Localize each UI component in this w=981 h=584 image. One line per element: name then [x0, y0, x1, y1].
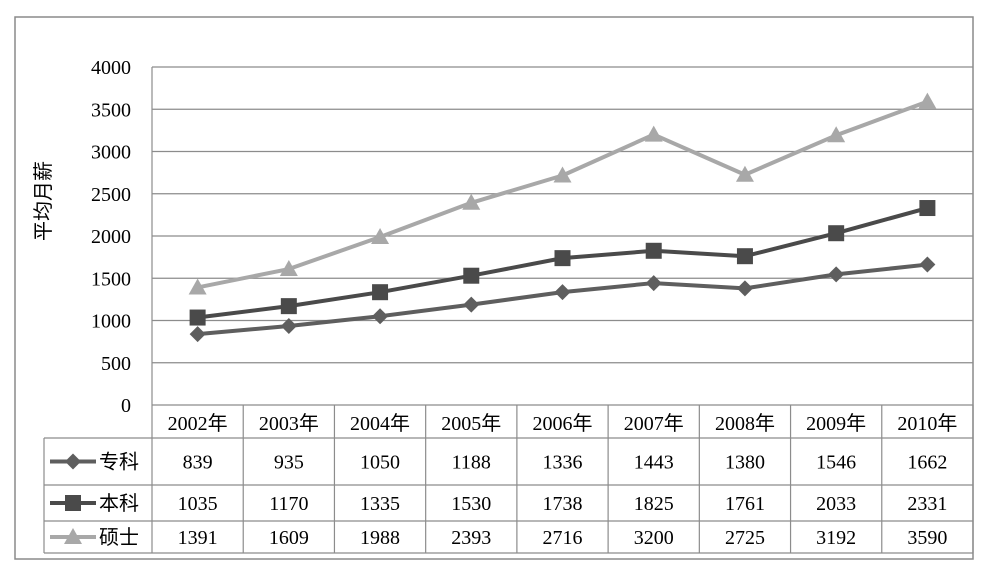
table-cell: 1188 [452, 452, 491, 474]
table-cell: 3192 [816, 527, 856, 549]
data-point [919, 256, 936, 273]
y-axis-label: 平均月薪 [32, 161, 55, 241]
y-tick-label: 500 [101, 353, 131, 375]
y-tick-label: 4000 [91, 57, 131, 79]
legend-label: 本科 [99, 492, 139, 515]
x-tick-label: 2010年 [897, 412, 957, 435]
data-point [554, 284, 571, 301]
table-cell: 2725 [725, 527, 765, 549]
data-point [554, 250, 571, 267]
y-tick-label: 3500 [91, 99, 131, 121]
y-tick-label: 1000 [91, 311, 131, 333]
y-tick-label: 1500 [91, 268, 131, 290]
table-cell: 1443 [634, 452, 674, 474]
y-tick-label: 3000 [91, 142, 131, 164]
table-cell: 1380 [725, 452, 765, 474]
data-point [372, 308, 389, 325]
x-tick-label: 2009年 [806, 412, 866, 435]
y-tick-label: 0 [121, 395, 131, 417]
x-tick-label: 2007年 [624, 412, 684, 435]
data-point [828, 225, 845, 242]
table-cell: 1761 [725, 493, 765, 515]
table-cell: 1738 [543, 493, 583, 515]
data-point [645, 242, 662, 259]
table-cell: 839 [183, 452, 213, 474]
x-tick-label: 2004年 [350, 412, 410, 435]
data-point [827, 126, 846, 143]
y-tick-label: 2000 [91, 226, 131, 248]
table-cell: 1336 [543, 452, 583, 474]
x-tick-label: 2005年 [441, 412, 501, 435]
y-tick-label: 2500 [91, 184, 131, 206]
table-cell: 1391 [178, 527, 218, 549]
data-point [918, 92, 937, 109]
data-table: 2002年 2003年 2004年 2005年 2006年 2007年 2008年 2009年… [43, 404, 974, 554]
legend-label: 硕士 [99, 526, 139, 549]
series-layer [188, 92, 937, 343]
outer-frame [14, 16, 974, 560]
table-cell: 1050 [360, 452, 400, 474]
table-cell: 3590 [907, 527, 947, 549]
data-point [736, 280, 753, 297]
legend-label: 专科 [99, 451, 139, 474]
legend-key-marker [65, 453, 81, 470]
data-point [736, 248, 753, 265]
table-cell: 3200 [634, 527, 674, 549]
table-cell: 1825 [634, 493, 674, 515]
table-cell: 1988 [360, 527, 400, 549]
table-cell: 1335 [360, 493, 400, 515]
data-point [371, 228, 390, 245]
table-cell: 935 [274, 452, 304, 474]
x-tick-label: 2006年 [533, 412, 593, 435]
legend-key-marker [64, 528, 82, 544]
table-cell: 1170 [269, 493, 308, 515]
table-cell: 1530 [451, 493, 491, 515]
table-cell: 2716 [543, 527, 583, 549]
table-cell: 2331 [907, 493, 947, 515]
data-point [735, 165, 754, 182]
data-point [189, 309, 206, 326]
data-point [463, 267, 480, 284]
table-cell: 2393 [451, 527, 491, 549]
data-point [919, 200, 936, 217]
data-point [645, 275, 662, 292]
data-point [188, 278, 207, 295]
x-tick-label: 2003年 [259, 412, 319, 435]
data-point [462, 193, 481, 210]
x-tick-label: 2002年 [168, 412, 228, 435]
table-cell: 2033 [816, 493, 856, 515]
data-point [553, 166, 572, 183]
table-cell: 1609 [269, 527, 309, 549]
table-cell: 1035 [178, 493, 218, 515]
data-point [828, 266, 845, 283]
y-axis: 0 500 1000 1500 2000 2500 3000 3500 4000 [91, 57, 131, 417]
data-point [279, 260, 298, 277]
data-point [280, 317, 297, 334]
table-cell: 1546 [816, 452, 856, 474]
table-cell: 1662 [907, 452, 947, 474]
data-point [280, 298, 297, 315]
data-point [372, 284, 389, 301]
data-point [189, 326, 206, 343]
x-tick-label: 2008年 [715, 412, 775, 435]
data-point [644, 125, 663, 142]
data-point [463, 296, 480, 313]
legend-key-marker [65, 495, 81, 511]
